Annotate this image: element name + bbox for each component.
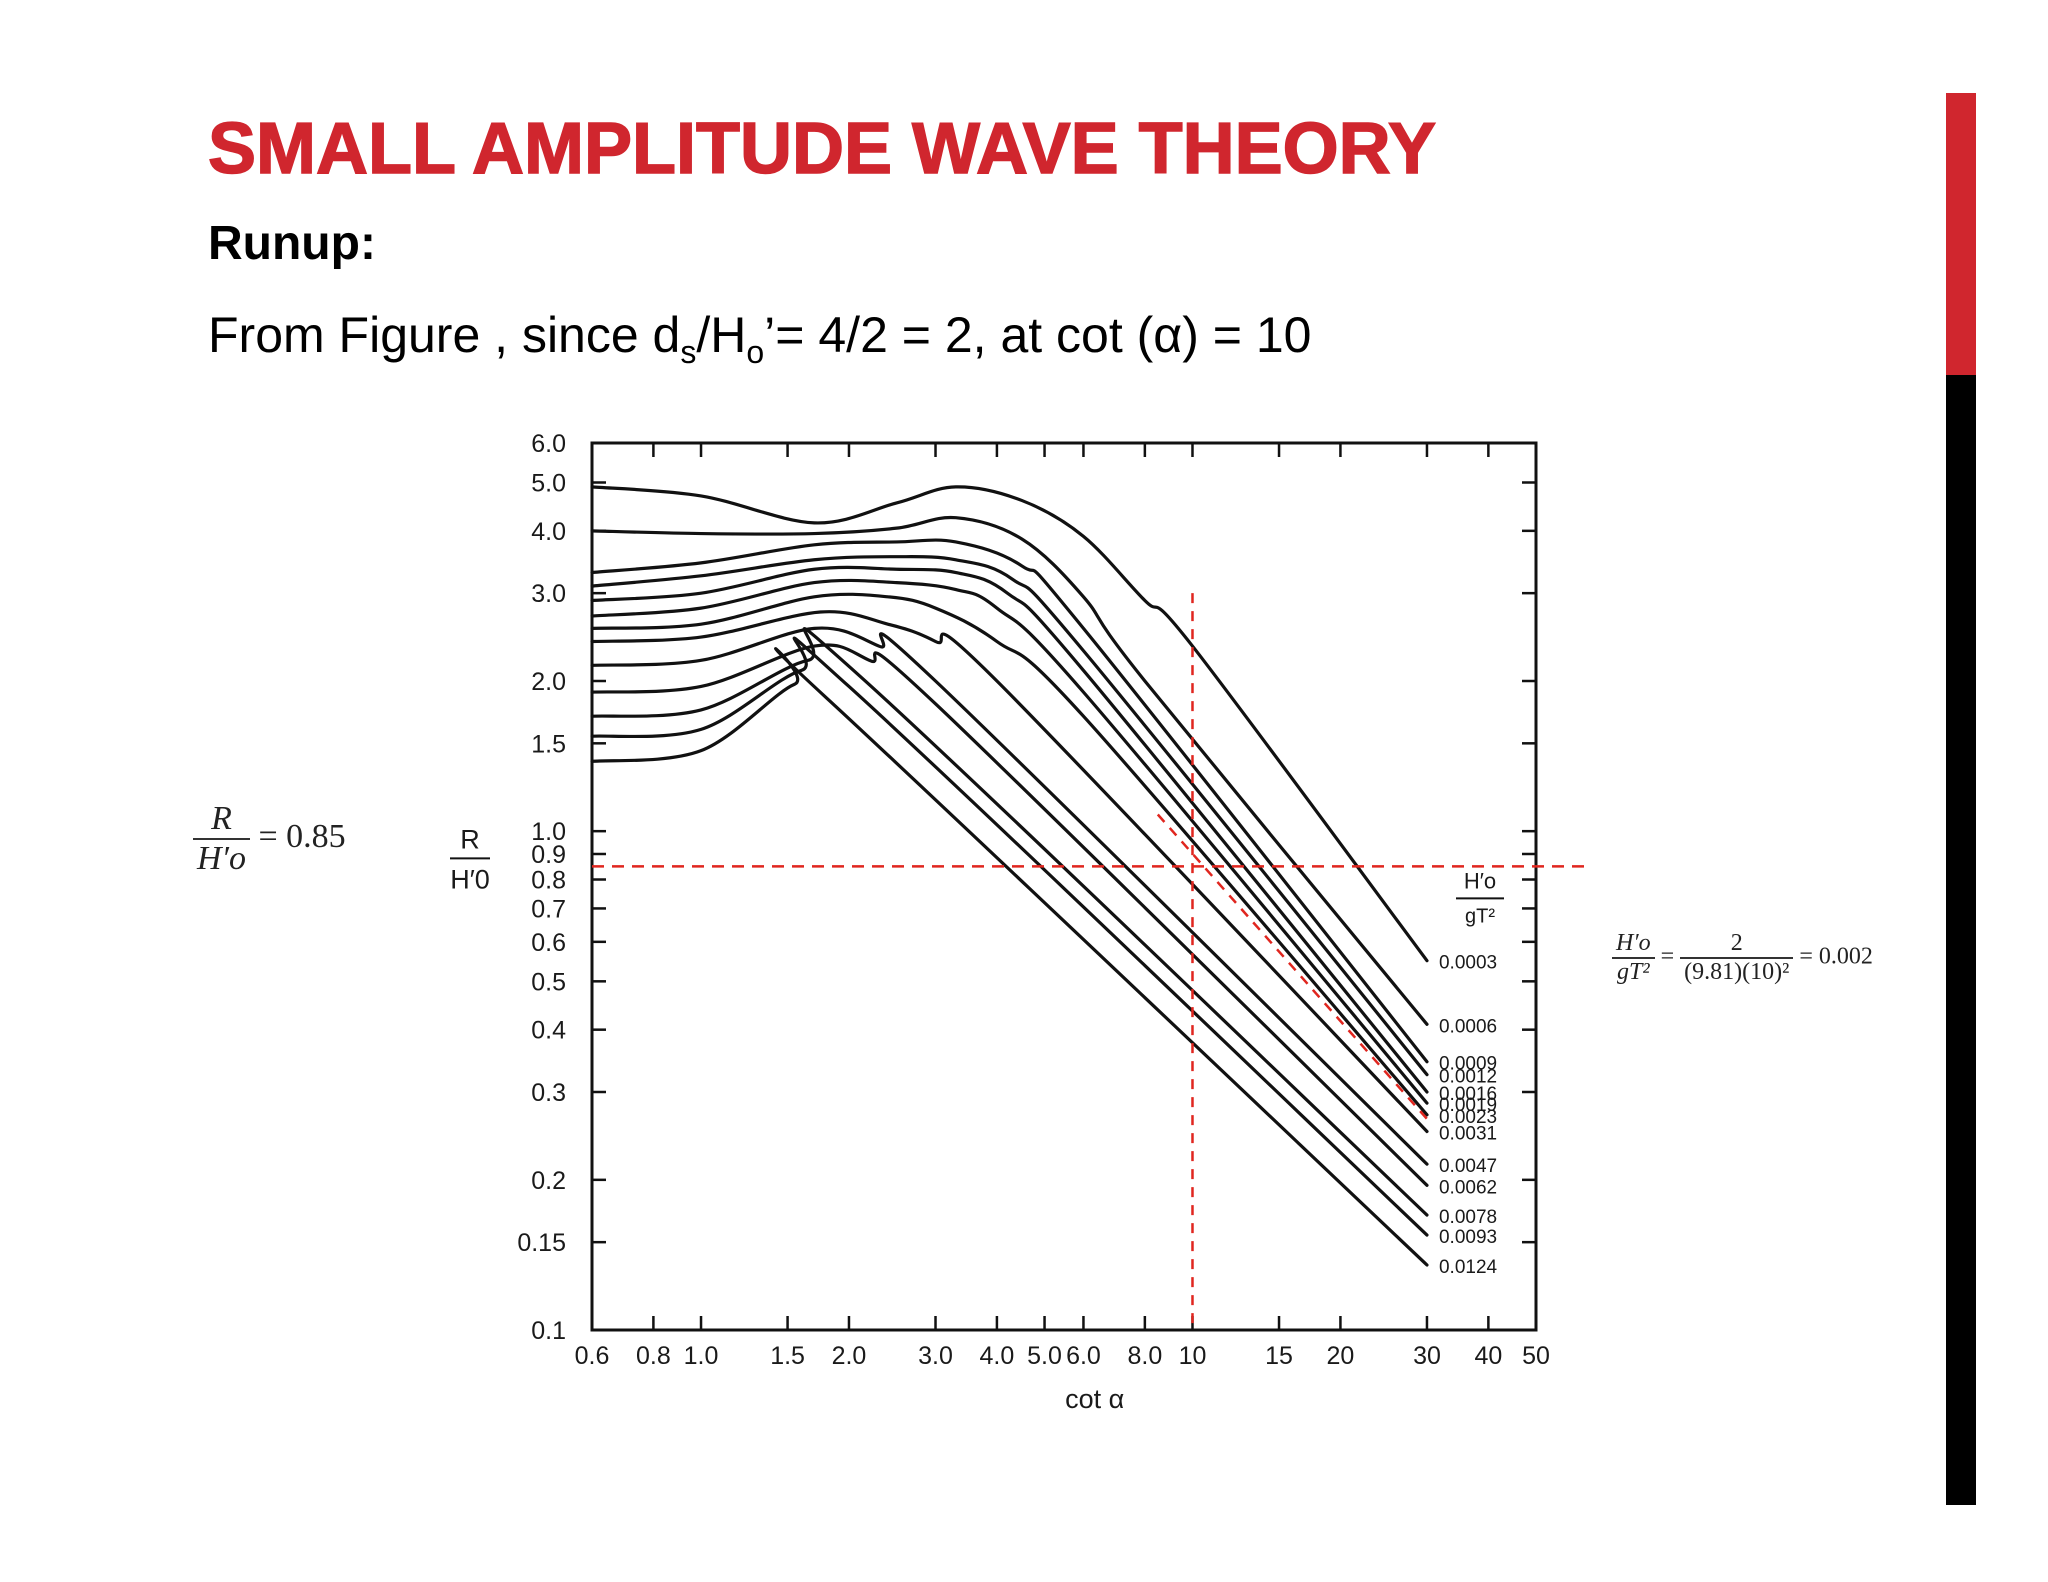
y-tick-label: 0.4 [531,1017,566,1045]
steepness-eq: = [1660,943,1675,970]
series-line-0.0003 [590,485,1429,963]
y-tick-label: 0.15 [517,1229,566,1257]
x-tick-label: 0.6 [575,1342,610,1370]
x-axis-label: cot α [1065,1384,1124,1414]
series-label-0.0124: 0.0124 [1439,1257,1498,1278]
series-label-0.0023: 0.0023 [1439,1107,1497,1128]
x-tick-label: 3.0 [918,1342,953,1370]
series-label-0.0009: 0.0009 [1439,1054,1497,1075]
x-tick-label: 6.0 [1066,1342,1101,1370]
slide-subtitle: Runup: [208,217,376,270]
series-line-0.0019 [590,578,1429,1105]
x-tick-label: 2.0 [832,1342,867,1370]
series-label-0.0006: 0.0006 [1439,1016,1497,1037]
statement-sub-s: s [680,334,697,370]
x-tick-label: 0.8 [636,1342,671,1370]
series-line-0.0093 [590,636,1429,1237]
statement-mid: /H [696,307,747,363]
y-tick-label: 0.8 [531,867,566,895]
y-tick-label: 1.5 [531,730,566,758]
y-tick-label: 6.0 [531,430,566,458]
runup-ratio-annotation: R H′o = 0.85 [193,800,346,878]
series-label-0.0062: 0.0062 [1439,1177,1497,1198]
y-axis-label-numerator: R [460,824,480,854]
series-label-0.0047: 0.0047 [1439,1156,1497,1177]
x-tick-label: 40 [1474,1342,1502,1370]
series-label-0.0016: 0.0016 [1439,1084,1497,1105]
accent-bar-red [1946,93,1976,375]
series-line-0.0124 [590,647,1429,1267]
x-tick-label: 1.5 [770,1342,805,1370]
series-label-0.0019: 0.0019 [1439,1095,1497,1116]
y-tick-label: 2.0 [531,668,566,696]
x-tick-label: 5.0 [1027,1342,1062,1370]
runup-ratio-value: = 0.85 [258,817,346,855]
x-tick-label: 4.0 [980,1342,1015,1370]
x-tick-label: 10 [1179,1342,1207,1370]
series-line-0.0012 [590,555,1429,1077]
steepness-lhs-denominator: gT² [1617,959,1650,985]
y-tick-label: 5.0 [531,469,566,497]
steepness-calc-annotation: H′o gT² = 2 (9.81)(10)² = 0.002 [1612,930,1873,986]
x-tick-label: 30 [1413,1342,1441,1370]
series-line-0.0006 [590,515,1429,1026]
x-tick-label: 15 [1265,1342,1293,1370]
series-label-0.0078: 0.0078 [1439,1207,1497,1228]
series-line-0.0047 [590,626,1429,1166]
y-tick-label: 1.0 [531,818,566,846]
legend-title-denominator: gT² [1465,905,1495,927]
x-tick-label: 50 [1522,1342,1550,1370]
accent-bar-black [1946,375,1976,1505]
runup-ratio-fraction: R H′o [193,800,250,878]
x-tick-label: 1.0 [684,1342,719,1370]
runup-ratio-denominator: H′o [197,840,246,877]
steepness-lhs-fraction: H′o gT² [1612,930,1655,986]
statement-prefix: From Figure , since d [208,307,681,363]
y-tick-label: 0.9 [531,841,566,869]
y-tick-label: 0.7 [531,895,566,923]
slide-title: SMALL AMPLITUDE WAVE THEORY [207,108,1437,190]
y-tick-label: 3.0 [531,580,566,608]
statement-suffix: ’= 4/2 = 2, at cot (α) = 10 [764,307,1312,363]
steepness-rhs-numerator: 2 [1680,930,1794,959]
series-label-0.0093: 0.0093 [1439,1227,1497,1248]
series-line-0.0062 [590,643,1429,1187]
steepness-rhs-fraction: 2 (9.81)(10)² [1680,930,1794,986]
series-label-0.0031: 0.0031 [1439,1123,1497,1144]
series-label-0.0003: 0.0003 [1439,953,1497,974]
legend-title-numerator: H′o [1464,868,1496,893]
problem-statement: From Figure , since ds/Ho’= 4/2 = 2, at … [208,306,1311,371]
x-tick-label: 20 [1327,1342,1355,1370]
y-tick-label: 4.0 [531,518,566,546]
statement-sub-o: o [746,334,765,370]
x-tick-label: 8.0 [1127,1342,1162,1370]
plot-frame [590,441,1538,1332]
reference-line-interpolated [1156,813,1428,1120]
series-label-0.0012: 0.0012 [1439,1067,1497,1088]
y-tick-label: 0.2 [531,1167,566,1195]
y-tick-label: 0.6 [531,929,566,957]
steepness-result: = 0.002 [1799,943,1873,970]
runup-ratio-numerator: R [193,800,250,840]
series-line-0.0031 [590,610,1429,1134]
series-line-0.0016 [590,565,1429,1094]
y-axis-label-denominator: H′0 [450,864,490,894]
series-line-0.0023 [590,592,1429,1117]
steepness-lhs-numerator: H′o [1612,930,1655,959]
y-tick-label: 0.1 [531,1317,566,1345]
steepness-rhs-denominator: (9.81)(10)² [1684,959,1790,985]
y-tick-label: 0.3 [531,1079,566,1107]
y-tick-label: 0.5 [531,968,566,996]
series-line-0.0078 [590,627,1429,1217]
